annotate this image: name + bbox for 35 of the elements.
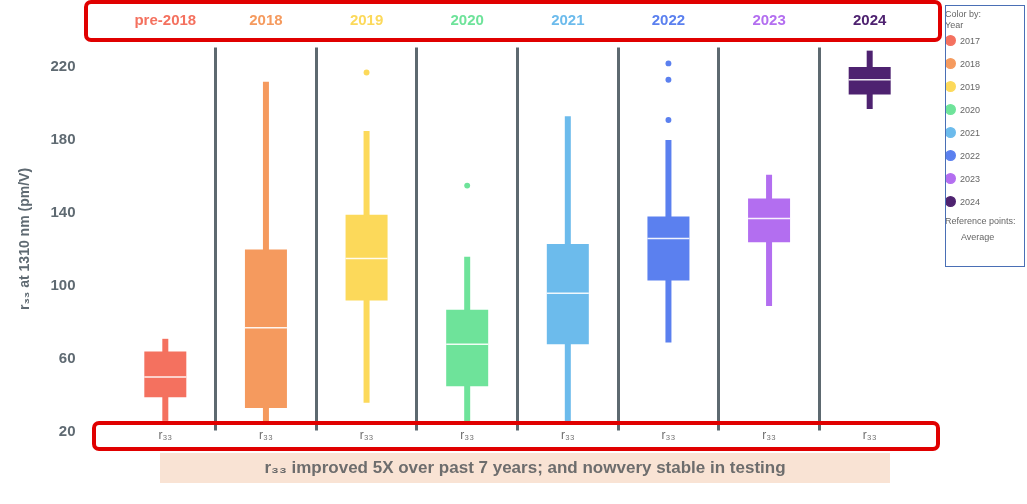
annotation: r₃₃ <box>661 428 676 442</box>
y-tick-label: 220 <box>50 56 76 74</box>
annotation: r₃₃ <box>359 428 374 442</box>
x-tick-label: 2024 <box>853 10 888 28</box>
legend-label: 2019 <box>960 81 981 92</box>
x-tick-label: pre-2018 <box>134 10 197 28</box>
x-tick-label: 2019 <box>349 10 384 28</box>
legend-title: Color by: Year <box>945 9 982 30</box>
legend-label: 2023 <box>960 173 981 184</box>
y-tick-label: 140 <box>50 202 76 220</box>
legend-label: 2020 <box>960 104 981 115</box>
text: r₃₃ improved 5X over past 7 years; and nowvery stable in testing <box>160 453 890 483</box>
x-tick-label: 2023 <box>752 10 786 28</box>
x-tick-label: 2021 <box>551 10 585 28</box>
annotation: r₃₃ <box>560 428 575 442</box>
legend-label: 2017 <box>960 35 981 46</box>
y-tick-label: 60 <box>58 348 76 366</box>
legend-label: 2021 <box>960 127 981 138</box>
annotation: r₃₃ <box>259 428 273 442</box>
annotation: r₃₃ <box>460 428 475 442</box>
y-tick-label: 20 <box>58 421 76 439</box>
text: Average <box>961 232 995 242</box>
x-tick-label: 2018 <box>249 10 283 28</box>
legend-label: 2022 <box>960 150 981 161</box>
annotation: r₃₃ <box>862 428 877 442</box>
text: Reference points: <box>945 216 1016 226</box>
y-tick-label: 180 <box>50 129 76 147</box>
annotation: r₃₃ <box>762 428 777 442</box>
x-tick-label: 2020 <box>450 10 484 28</box>
x-tick-label: 2022 <box>651 10 686 28</box>
y-axis-title: r₃₃ at 1310 nm (pm/V) <box>16 167 33 311</box>
annotation: r₃₃ <box>158 428 173 442</box>
legend-label: 2018 <box>960 58 981 69</box>
y-tick-label: 100 <box>50 275 76 293</box>
legend-label: 2024 <box>960 196 981 207</box>
